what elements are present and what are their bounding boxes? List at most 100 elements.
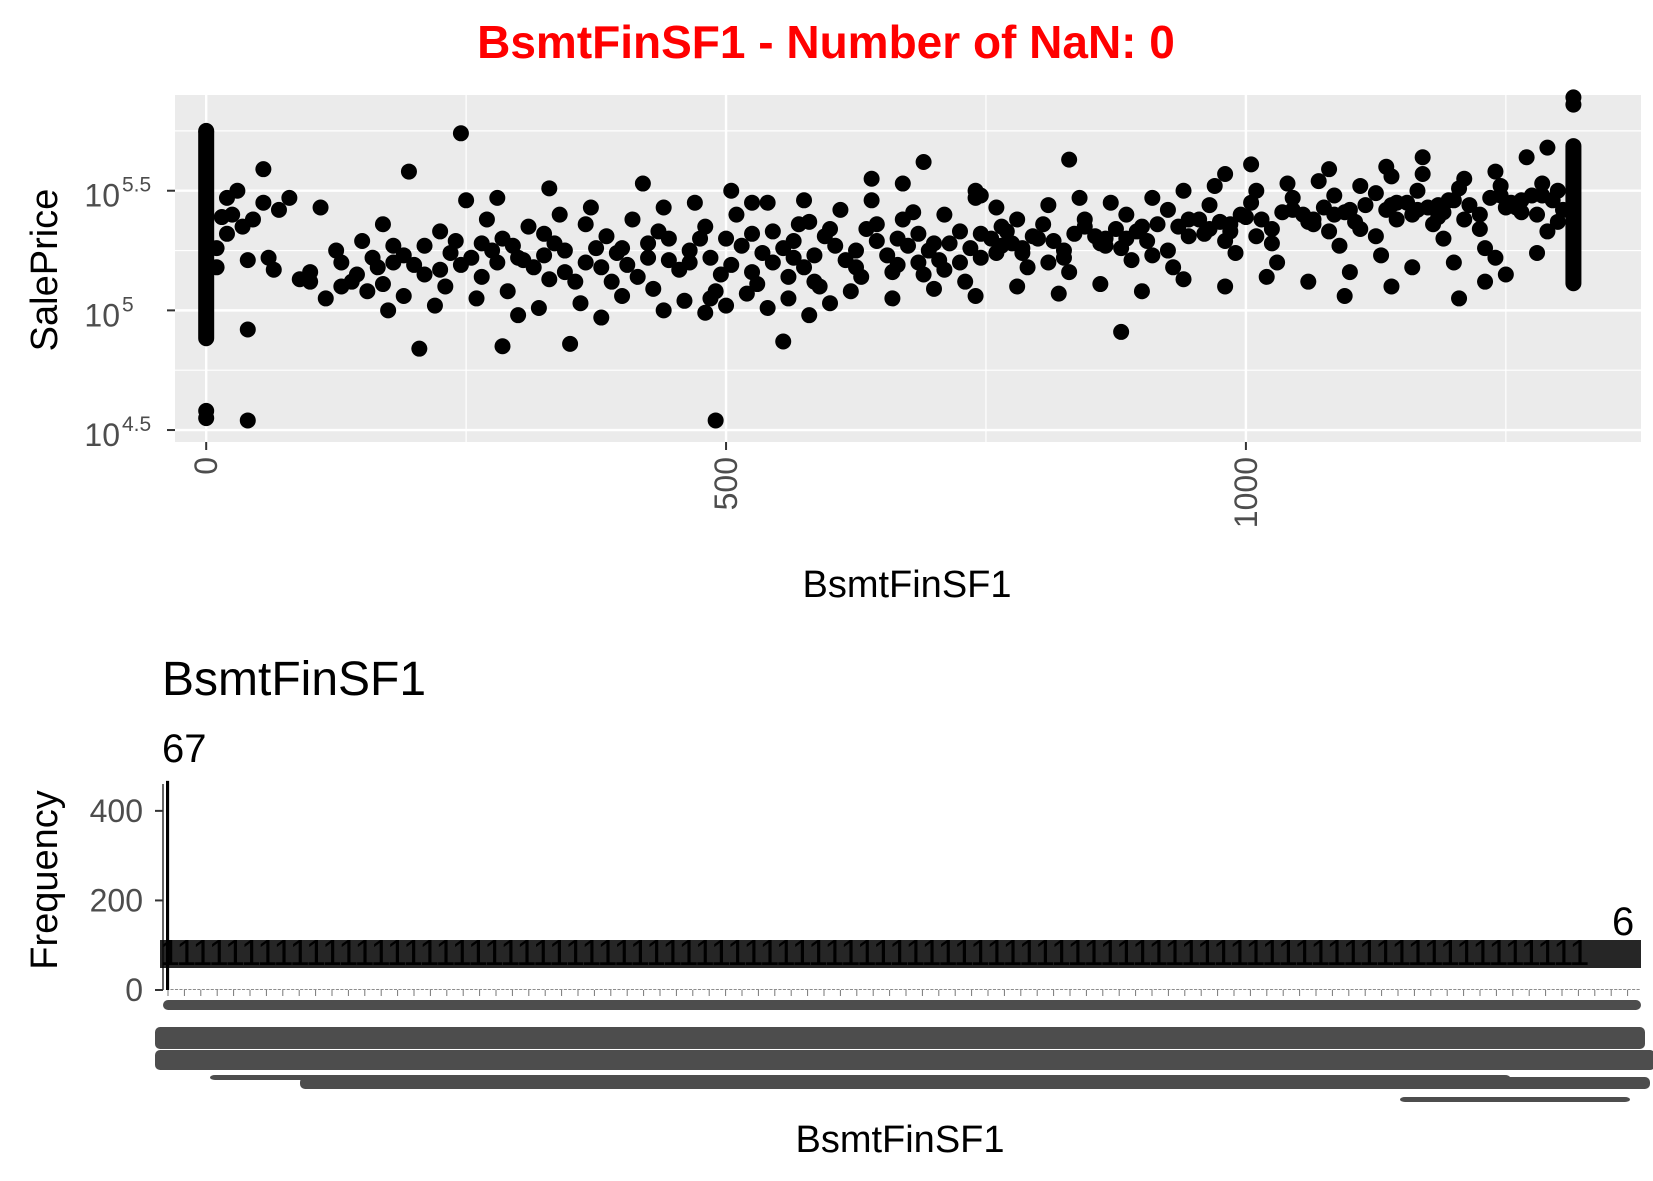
scatter-point bbox=[541, 180, 558, 197]
scatter-point bbox=[504, 237, 521, 254]
scatter-y-tick-label: 10 bbox=[84, 417, 120, 453]
scatter-point-column bbox=[1565, 138, 1582, 292]
scatter-point bbox=[796, 192, 813, 209]
scatter-point bbox=[255, 194, 272, 211]
scatter-point bbox=[1373, 247, 1390, 264]
scatter-point bbox=[1201, 221, 1218, 238]
scatter-point bbox=[738, 285, 755, 302]
scatter-point bbox=[359, 283, 376, 300]
scatter-point bbox=[681, 254, 698, 271]
scatter-point bbox=[1451, 290, 1468, 307]
scatter-point bbox=[520, 218, 537, 235]
scatter-point bbox=[1061, 264, 1078, 281]
scatter-point bbox=[468, 290, 485, 307]
scatter-point bbox=[577, 216, 594, 233]
scatter-point bbox=[1445, 254, 1462, 271]
bar-x-category-labels-overlap bbox=[163, 1000, 1641, 1010]
scatter-point bbox=[1040, 254, 1057, 271]
scatter-point bbox=[494, 338, 511, 355]
scatter-point bbox=[764, 254, 781, 271]
scatter-point bbox=[905, 204, 922, 221]
scatter-point bbox=[1409, 201, 1426, 218]
scatter-point bbox=[1383, 278, 1400, 295]
scatter-point bbox=[265, 261, 282, 278]
scatter-point bbox=[489, 189, 506, 206]
bar-last-count-label: 6 bbox=[1612, 900, 1634, 944]
scatter-point bbox=[406, 256, 423, 273]
scatter-point bbox=[1253, 211, 1270, 228]
scatter-point bbox=[1139, 232, 1156, 249]
scatter-point bbox=[624, 211, 641, 228]
scatter-point bbox=[884, 264, 901, 281]
scatter-point bbox=[374, 276, 391, 293]
scatter-point bbox=[988, 199, 1005, 216]
scatter-point bbox=[1133, 283, 1150, 300]
scatter-point bbox=[1144, 247, 1161, 264]
scatter-point bbox=[1497, 266, 1514, 283]
scatter-point bbox=[1367, 228, 1384, 245]
scatter-point bbox=[801, 307, 818, 324]
scatter-point bbox=[426, 297, 443, 314]
scatter-point bbox=[723, 256, 740, 273]
scatter-chart: 10 4.510 510 5.5 0 500 1000 SalePrice BsmtFin… bbox=[24, 89, 1641, 606]
scatter-point bbox=[385, 237, 402, 254]
scatter-point bbox=[1321, 161, 1338, 178]
bar-y-tick-label: 200 bbox=[90, 882, 143, 918]
scatter-point bbox=[1456, 170, 1473, 187]
scatter-point bbox=[951, 254, 968, 271]
scatter-point bbox=[452, 256, 469, 273]
scatter-point bbox=[655, 302, 672, 319]
scatter-point bbox=[614, 240, 631, 257]
scatter-point bbox=[1263, 235, 1280, 252]
scatter-point bbox=[1409, 182, 1426, 199]
scatter-point bbox=[1487, 163, 1504, 180]
scatter-point bbox=[894, 175, 911, 192]
scatter-point bbox=[333, 254, 350, 271]
scatter-point bbox=[1284, 201, 1301, 218]
scatter-point bbox=[577, 254, 594, 271]
scatter-point bbox=[972, 249, 989, 266]
scatter-point bbox=[806, 273, 823, 290]
bar-x-category-labels-overlap bbox=[300, 1077, 1650, 1089]
scatter-point bbox=[1175, 271, 1192, 288]
scatter-point bbox=[744, 264, 761, 281]
scatter-point bbox=[681, 242, 698, 259]
scatter-point bbox=[1045, 232, 1062, 249]
scatter-point bbox=[478, 211, 495, 228]
scatter-point bbox=[780, 268, 797, 285]
main-title: BsmtFinSF1 - Number of NaN: 0 bbox=[477, 16, 1175, 68]
scatter-point bbox=[801, 213, 818, 230]
scatter-point bbox=[541, 271, 558, 288]
scatter-point bbox=[676, 292, 693, 309]
bar-first-count-label: 67 bbox=[162, 727, 207, 771]
scatter-point bbox=[1159, 242, 1176, 259]
scatter-point bbox=[1050, 285, 1067, 302]
scatter-point bbox=[806, 247, 823, 264]
scatter-point bbox=[1388, 194, 1405, 211]
scatter-point bbox=[1149, 216, 1166, 233]
scatter-point bbox=[993, 237, 1010, 254]
scatter-point bbox=[1435, 230, 1452, 247]
scatter-point bbox=[1092, 276, 1109, 293]
scatter-point bbox=[317, 290, 334, 307]
scatter-point bbox=[312, 199, 329, 216]
scatter-point bbox=[1102, 194, 1119, 211]
scatter-y-tick-label: 10 bbox=[84, 178, 120, 214]
scatter-point bbox=[868, 216, 885, 233]
scatter-point bbox=[1471, 221, 1488, 238]
scatter-point bbox=[1175, 182, 1192, 199]
scatter-y-axis-label: SalePrice bbox=[24, 189, 66, 352]
scatter-point bbox=[1217, 232, 1234, 249]
scatter-point bbox=[744, 225, 761, 242]
scatter-point bbox=[1555, 201, 1572, 218]
scatter-point bbox=[1201, 197, 1218, 214]
scatter-point bbox=[1565, 96, 1582, 113]
scatter-point bbox=[588, 240, 605, 257]
scatter-point bbox=[619, 256, 636, 273]
scatter-point bbox=[775, 333, 792, 350]
scatter-point bbox=[198, 410, 215, 427]
scatter-point bbox=[785, 249, 802, 266]
scatter-point bbox=[1388, 211, 1405, 228]
scatter-point bbox=[1331, 237, 1348, 254]
scatter-point bbox=[593, 309, 610, 326]
